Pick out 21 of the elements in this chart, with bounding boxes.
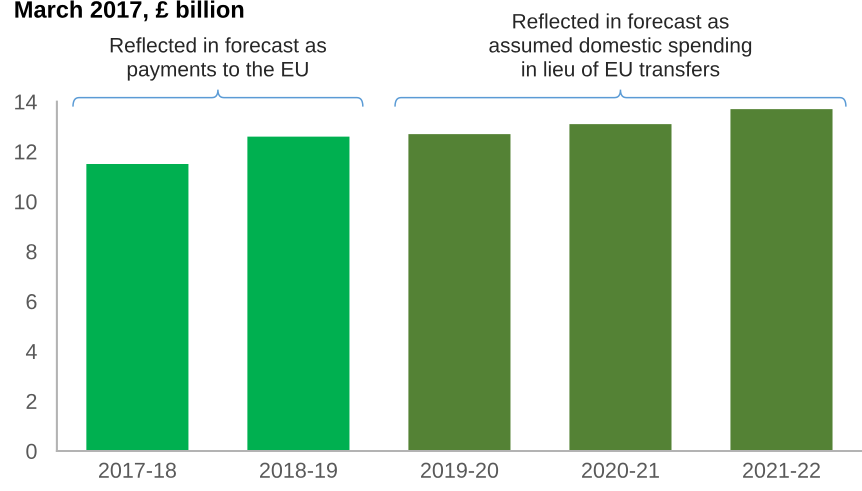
y-tick-label: 0 — [26, 444, 37, 459]
y-tick-label: 4 — [26, 344, 37, 359]
bar — [247, 136, 350, 451]
y-tick-label: 2 — [26, 394, 36, 409]
bar — [730, 109, 833, 451]
text: Reflected in forecast as assumed domestic spending in lieu of EU transfers — [489, 13, 752, 77]
bar — [569, 124, 672, 451]
chart-title: March 2017, £ billion — [15, 0, 244, 22]
y-tick-label: 6 — [26, 294, 36, 310]
x-tick-label: 2020-21 — [582, 462, 659, 478]
bar — [86, 164, 188, 451]
bar — [408, 134, 510, 451]
y-tick-label: 14 — [15, 94, 37, 110]
x-tick-label: 2017-18 — [98, 462, 176, 478]
y-tick-label: 12 — [15, 144, 36, 160]
y-tick-label: 8 — [26, 244, 37, 260]
y-tick-label: 10 — [15, 194, 37, 210]
text: Reflected in forecast as payments to the EU — [110, 37, 326, 81]
x-tick-label: 2019-20 — [421, 462, 498, 478]
x-tick-label: 2021-22 — [743, 462, 820, 478]
x-tick-label: 2018-19 — [260, 462, 337, 478]
